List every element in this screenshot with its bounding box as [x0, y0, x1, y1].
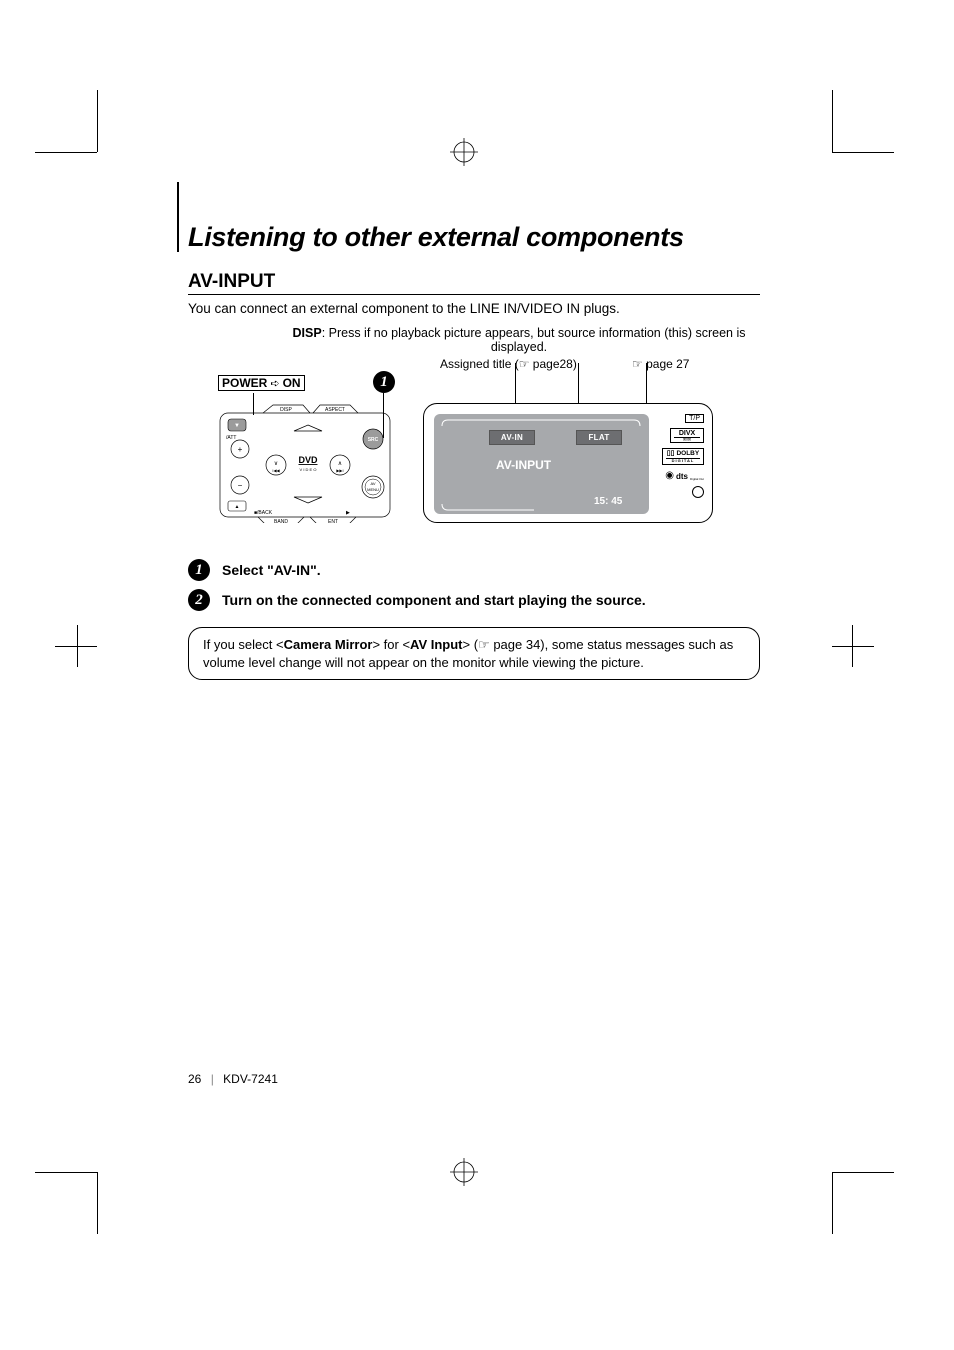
number-badge: 1: [373, 371, 395, 393]
svg-text:ASPECT: ASPECT: [325, 407, 345, 413]
title-left-bar: [177, 182, 179, 252]
power-on-label: POWER ➪ ON: [218, 375, 305, 391]
svg-text:−: −: [238, 481, 243, 490]
crop-mark: [55, 646, 97, 647]
crop-mark: [35, 1172, 97, 1173]
step-1: 1 Select "AV-IN".: [188, 559, 760, 581]
note-box: If you select <Camera Mirror> for <AV In…: [188, 627, 760, 680]
callout-labels: Assigned title (☞ page28) ☞ page 27: [188, 357, 760, 373]
section-heading: AV-INPUT: [188, 271, 760, 295]
page-number: 26: [188, 1072, 201, 1086]
note-bold: Camera Mirror: [284, 637, 373, 652]
page27-ref: ☞ page 27: [632, 357, 689, 371]
content-area: Listening to other external components A…: [188, 222, 760, 680]
flat-chip: FLAT: [576, 430, 622, 445]
crop-mark: [35, 152, 97, 153]
svg-text:+: +: [238, 445, 243, 454]
callout-badge-1: 1: [373, 371, 395, 393]
registration-mark-top: [450, 138, 478, 166]
footer-divider: |: [211, 1072, 214, 1086]
step-text: Turn on the connected component and star…: [222, 592, 646, 608]
page: Listening to other external components A…: [0, 0, 954, 1350]
crop-mark: [97, 90, 98, 152]
display-screen-illustration: AV-IN FLAT AV-INPUT 15: 45 T/P DIVX ▯▯▯▯…: [423, 403, 713, 523]
step-2: 2 Turn on the connected component and st…: [188, 589, 760, 611]
svg-text:DISP: DISP: [280, 407, 292, 413]
svg-text:/ATT: /ATT: [226, 435, 236, 441]
number-badge: 1: [188, 559, 210, 581]
avin-chip: AV-IN: [489, 430, 535, 445]
svg-text:▼: ▼: [234, 423, 240, 429]
disp-note: DISP: Press if no playback picture appea…: [278, 326, 760, 354]
svg-text:DVD: DVD: [298, 455, 318, 465]
note-text: If you select <: [203, 637, 284, 652]
note-text: > for <: [372, 637, 410, 652]
crop-mark: [832, 152, 894, 153]
crop-mark: [832, 646, 874, 647]
on-text: ON: [283, 376, 301, 390]
number-badge: 2: [188, 589, 210, 611]
tp-indicator: T/P: [685, 414, 704, 423]
page-footer: 26 | KDV-7241: [188, 1072, 278, 1086]
model-number: KDV-7241: [223, 1072, 278, 1086]
crop-mark: [832, 1172, 833, 1234]
device-panel-illustration: DISP ASPECT ▼ /ATT + − ▲: [218, 403, 393, 523]
intro-text: You can connect an external component to…: [188, 301, 760, 316]
svg-text:AV: AV: [370, 481, 375, 486]
crop-mark: [77, 625, 78, 667]
note-bold: AV Input: [410, 637, 462, 652]
svg-text:MENU: MENU: [367, 487, 379, 492]
open-circle-icon: [692, 486, 704, 498]
time-label: 15: 45: [594, 496, 622, 507]
crop-mark: [832, 1172, 894, 1173]
svg-text:ENT: ENT: [328, 519, 338, 523]
crop-mark: [852, 625, 853, 667]
svg-text:∨: ∨: [274, 461, 278, 467]
svg-text:▲: ▲: [235, 504, 240, 510]
disp-label: DISP: [293, 326, 322, 340]
svg-text:■/BACK: ■/BACK: [254, 510, 273, 516]
avinput-label: AV-INPUT: [496, 458, 551, 472]
step-text: Select "AV-IN".: [222, 562, 321, 578]
crop-mark: [832, 90, 833, 152]
svg-text:∧: ∧: [338, 461, 342, 467]
svg-text:SRC: SRC: [368, 437, 379, 443]
screen-inner: AV-IN FLAT AV-INPUT 15: 45: [434, 414, 649, 514]
svg-text:V I D E O: V I D E O: [300, 467, 317, 472]
steps: 1 Select "AV-IN". 2 Turn on the connecte…: [188, 559, 760, 611]
svg-text:I◀◀: I◀◀: [272, 468, 280, 473]
registration-mark-bottom: [450, 1158, 478, 1186]
crop-mark: [97, 1172, 98, 1234]
dts-logo: ◉ dts Digital Out: [665, 470, 704, 481]
svg-text:BAND: BAND: [274, 519, 288, 523]
svg-text:▶: ▶: [346, 510, 350, 516]
assigned-title-label: Assigned title (☞ page28): [440, 357, 577, 371]
arrow-icon: ➪: [270, 377, 279, 390]
divx-logo: DIVX ▯▯▯▯▯: [670, 428, 704, 443]
diagram: POWER ➪ ON 1 DISP: [218, 375, 738, 535]
power-text: POWER: [222, 376, 267, 390]
disp-text: : Press if no playback picture appears, …: [322, 326, 746, 354]
side-logos: T/P DIVX ▯▯▯▯▯ ▯▯ DOLBY DIGITAL ◉ dts Di…: [654, 414, 704, 498]
page-title: Listening to other external components: [188, 222, 760, 253]
dolby-logo: ▯▯ DOLBY DIGITAL: [662, 448, 704, 465]
svg-text:▶▶I: ▶▶I: [336, 468, 343, 473]
disc-icon: ◉: [665, 470, 674, 481]
